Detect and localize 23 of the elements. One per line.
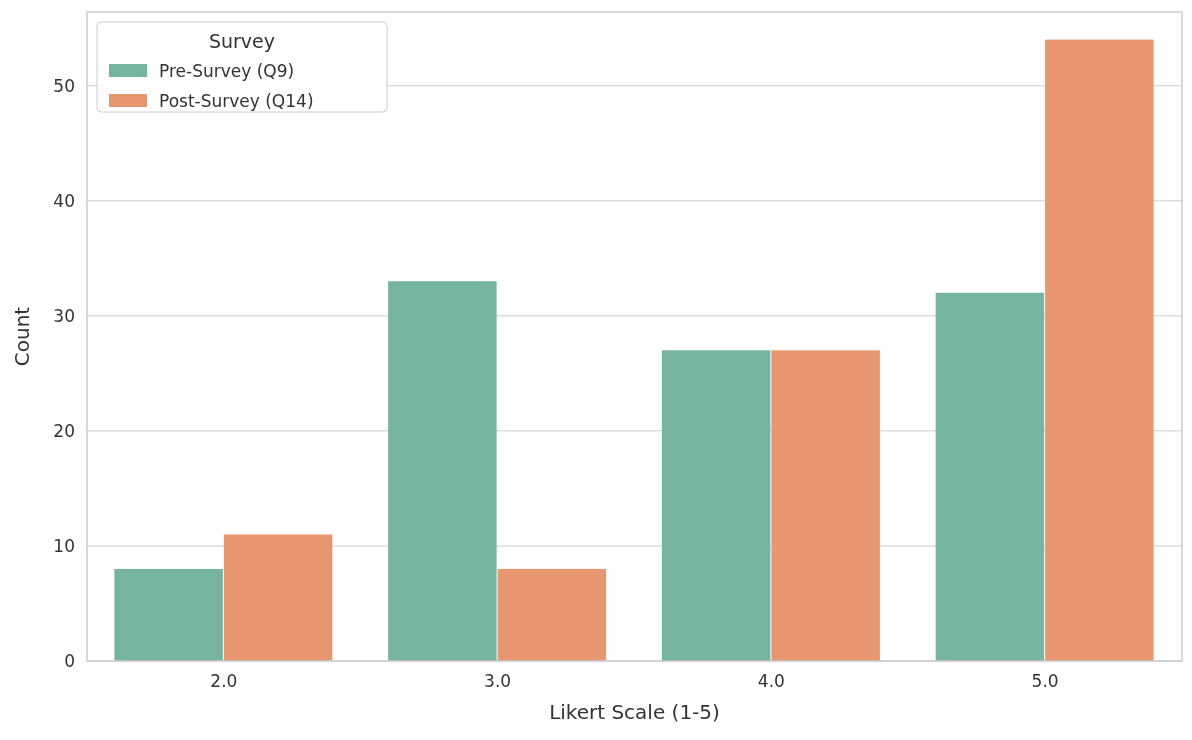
bar [771,350,880,661]
x-axis-title: Likert Scale (1-5) [549,700,720,724]
y-tick-label: 50 [53,75,75,96]
bar [223,534,333,661]
bar [388,281,497,661]
y-tick-label: 30 [53,305,75,326]
y-tick-label: 20 [53,420,75,441]
bar [1045,39,1154,661]
legend-title: Survey [208,30,276,52]
legend-label: Post-Survey (Q14) [159,90,314,111]
bar [935,292,1045,661]
y-axis-title: Count [10,306,34,367]
y-tick-label: 40 [53,190,75,211]
x-tick-label: 5.0 [1031,671,1059,691]
bar [114,568,223,661]
y-tick-label: 10 [53,535,75,556]
bar [661,350,771,661]
x-tick-label: 3.0 [484,671,512,691]
legend-label: Pre-Survey (Q9) [159,60,295,81]
x-tick-label: 4.0 [757,671,785,691]
bar [497,568,607,661]
x-tick-label: 2.0 [210,671,238,691]
y-tick-label: 0 [64,650,75,671]
